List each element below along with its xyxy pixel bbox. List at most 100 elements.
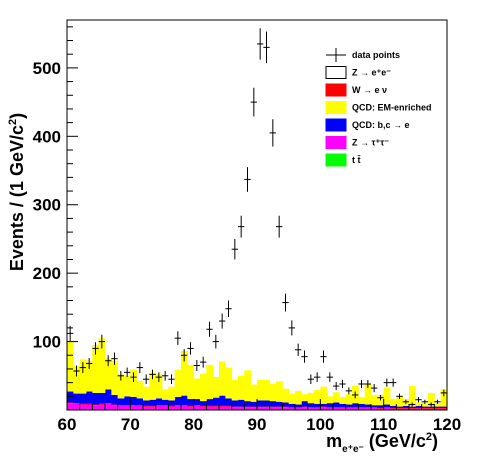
bar-qcd-b-c-e-30 bbox=[257, 400, 264, 407]
bar-qcd-em-enriched-3 bbox=[86, 360, 93, 392]
bar-w-e-16 bbox=[168, 405, 176, 407]
bar-z-24 bbox=[219, 406, 226, 410]
data-point-53 bbox=[402, 399, 409, 404]
bar-w-e-29 bbox=[250, 406, 258, 408]
x-tick-label-110: 110 bbox=[370, 415, 397, 434]
x-axis-title-sup: 2 bbox=[426, 431, 432, 443]
legend-label: Z → e⁺e⁻ bbox=[352, 68, 391, 78]
legend-entry-z: Z → τ⁺τ⁻ bbox=[325, 136, 389, 149]
bar-z-7 bbox=[111, 405, 119, 410]
data-point-5 bbox=[98, 334, 105, 349]
bar-qcd-b-c-e-35 bbox=[288, 403, 296, 408]
bar-w-e-53 bbox=[402, 407, 410, 409]
bar-w-e-28 bbox=[244, 406, 252, 408]
x-axis-title-close: ) bbox=[432, 431, 438, 451]
data-point-39 bbox=[314, 372, 321, 382]
bar-qcd-b-c-e-43 bbox=[339, 403, 347, 408]
bar-qcd-em-enriched-9 bbox=[124, 375, 131, 397]
bar-z-5 bbox=[98, 404, 106, 410]
y-tick-label-500: 500 bbox=[33, 59, 61, 78]
bar-qcd-b-c-e-28 bbox=[244, 401, 252, 407]
bar-z-41 bbox=[326, 407, 334, 410]
data-point-41 bbox=[326, 372, 333, 382]
y-tick-label-400: 400 bbox=[33, 127, 61, 146]
data-point-26 bbox=[231, 238, 238, 260]
bar-z-29 bbox=[250, 407, 258, 410]
bar-qcd-em-enriched-33 bbox=[276, 381, 283, 402]
bar-z-12 bbox=[143, 406, 150, 410]
bar-z-30 bbox=[257, 407, 264, 410]
bar-qcd-em-enriched-39 bbox=[314, 390, 321, 404]
bar-z-0 bbox=[67, 403, 74, 410]
data-point-21 bbox=[200, 356, 207, 368]
bar-qcd-b-c-e-23 bbox=[212, 397, 220, 406]
bar-z-33 bbox=[276, 407, 283, 410]
bar-qcd-em-enriched-37 bbox=[301, 394, 309, 402]
bar-w-e-23 bbox=[212, 405, 220, 407]
bar-qcd-b-c-e-57 bbox=[428, 406, 435, 408]
bar-z-42 bbox=[333, 407, 340, 410]
bar-qcd-em-enriched-43 bbox=[339, 397, 347, 404]
bar-z-15 bbox=[162, 405, 169, 410]
data-point-9 bbox=[124, 367, 131, 378]
bar-qcd-em-enriched-50 bbox=[383, 387, 391, 405]
bar-z-14 bbox=[155, 405, 163, 410]
bar-w-e-47 bbox=[364, 407, 372, 408]
bar-qcd-b-c-e-17 bbox=[174, 397, 182, 406]
bar-w-e-56 bbox=[421, 407, 429, 409]
bar-z-35 bbox=[288, 407, 296, 410]
bar-w-e-50 bbox=[383, 407, 391, 408]
data-point-52 bbox=[396, 393, 403, 400]
bar-z-51 bbox=[390, 408, 397, 410]
bar-z-9 bbox=[124, 405, 131, 410]
bar-w-e-0 bbox=[67, 402, 74, 404]
data-point-23 bbox=[212, 334, 219, 349]
bar-qcd-b-c-e-54 bbox=[409, 406, 416, 408]
y-axis-title-text: Events / (1 GeV/c bbox=[7, 125, 27, 271]
data-point-17 bbox=[174, 331, 181, 345]
bar-qcd-b-c-e-46 bbox=[358, 403, 366, 408]
bar-w-e-42 bbox=[333, 407, 340, 408]
bar-qcd-em-enriched-46 bbox=[358, 397, 366, 404]
data-point-25 bbox=[225, 300, 232, 317]
x-tick-label-90: 90 bbox=[248, 415, 267, 434]
bar-qcd-em-enriched-40 bbox=[320, 386, 328, 404]
bar-w-e-19 bbox=[187, 405, 195, 407]
data-point-31 bbox=[263, 31, 270, 64]
bar-qcd-em-enriched-13 bbox=[149, 372, 157, 400]
bar-qcd-em-enriched-30 bbox=[257, 379, 264, 401]
bar-qcd-b-c-e-26 bbox=[231, 400, 239, 407]
bar-qcd-b-c-e-47 bbox=[364, 404, 372, 408]
bar-qcd-b-c-e-58 bbox=[434, 406, 442, 408]
bar-w-e-38 bbox=[307, 407, 315, 408]
bar-qcd-em-enriched-14 bbox=[155, 374, 163, 399]
bar-qcd-em-enriched-6 bbox=[105, 358, 112, 390]
data-point-10 bbox=[130, 372, 137, 382]
bar-w-e-55 bbox=[415, 407, 423, 409]
bar-qcd-em-enriched-20 bbox=[193, 378, 201, 400]
bar-w-e-1 bbox=[73, 403, 81, 404]
bar-w-e-58 bbox=[434, 407, 442, 409]
data-point-38 bbox=[307, 374, 314, 384]
bar-qcd-b-c-e-38 bbox=[307, 403, 315, 408]
bar-w-e-36 bbox=[295, 407, 302, 408]
data-point-47 bbox=[364, 379, 371, 389]
bar-qcd-em-enriched-18 bbox=[181, 351, 188, 396]
bar-z-34 bbox=[282, 407, 290, 410]
bar-qcd-b-c-e-45 bbox=[352, 403, 359, 408]
data-point-29 bbox=[250, 87, 257, 117]
x-axis-title-sub: e⁺e⁻ bbox=[342, 444, 364, 455]
bar-z-37 bbox=[301, 407, 309, 410]
bar-qcd-b-c-e-39 bbox=[314, 403, 321, 408]
bar-z-3 bbox=[86, 404, 93, 410]
data-point-14 bbox=[155, 372, 162, 382]
bar-qcd-em-enriched-55 bbox=[415, 402, 423, 406]
bar-qcd-em-enriched-57 bbox=[428, 392, 435, 407]
data-point-54 bbox=[409, 402, 416, 407]
bar-qcd-b-c-e-55 bbox=[415, 405, 423, 408]
bar-w-e-32 bbox=[269, 406, 277, 408]
bar-qcd-em-enriched-41 bbox=[326, 396, 334, 404]
bar-qcd-b-c-e-19 bbox=[187, 399, 195, 406]
bar-w-e-25 bbox=[225, 405, 233, 407]
bar-z-53 bbox=[402, 408, 410, 410]
